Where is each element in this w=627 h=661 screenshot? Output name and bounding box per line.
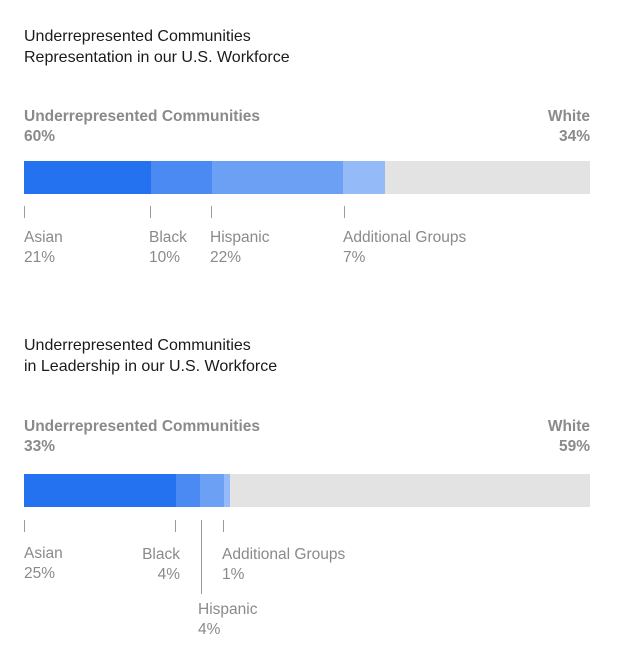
label-asian-name: Asian	[24, 229, 63, 246]
stacked-bar	[24, 474, 590, 507]
tick-black	[175, 520, 176, 532]
chart-leadership: Underrepresented Communities in Leadersh…	[0, 0, 627, 638]
tick-black	[150, 206, 151, 218]
label-hispanic-name: Hispanic	[198, 601, 258, 618]
white-value: 34%	[558, 128, 590, 145]
label-asian-value: 25%	[24, 565, 56, 582]
urc-total-value: 33%	[24, 438, 56, 455]
label-hispanic-value: 4%	[198, 621, 221, 638]
tick-additional-groups	[344, 206, 345, 218]
label-asian-name: Asian	[24, 545, 63, 562]
tick-asian	[24, 206, 25, 218]
chart-title-line-2: in Leadership in our U.S. Workforce	[24, 358, 278, 375]
label-black-value: 10%	[149, 249, 181, 266]
bar-segment-black	[151, 161, 212, 194]
chart-workforce: Underrepresented Communities Representat…	[0, 0, 627, 330]
tick-hispanic	[201, 520, 202, 594]
label-black-name: Black	[142, 546, 180, 563]
urc-total-label: Underrepresented Communities	[24, 108, 260, 125]
tick-asian	[24, 520, 25, 532]
bar-segment-hispanic	[200, 474, 224, 507]
label-black-name: Black	[149, 229, 187, 246]
bar-segment-additional-groups	[343, 161, 385, 194]
label-additional-groups-value: 7%	[343, 249, 366, 266]
stacked-bar	[24, 161, 590, 194]
bar-segment-asian	[24, 474, 176, 507]
tick-hispanic	[211, 206, 212, 218]
label-hispanic-name: Hispanic	[210, 229, 270, 246]
urc-total-value: 60%	[24, 128, 56, 145]
chart-title-line-1: Underrepresented Communities	[24, 28, 251, 45]
bar-segment-additional-groups	[224, 474, 230, 507]
tick-additional-groups	[223, 520, 224, 532]
chart-title: Underrepresented Communities in Leadersh…	[24, 335, 277, 377]
bar-segment-black	[176, 474, 200, 507]
label-asian-value: 21%	[24, 249, 56, 266]
chart-title-line-2: Representation in our U.S. Workforce	[24, 49, 290, 66]
bar-segment-hispanic	[212, 161, 343, 194]
bar-segment-asian	[24, 161, 151, 194]
chart-title: Underrepresented Communities Representat…	[24, 26, 290, 68]
chart-title-line-1: Underrepresented Communities	[24, 337, 251, 354]
label-hispanic-value: 22%	[210, 249, 242, 266]
white-value: 59%	[558, 438, 590, 455]
urc-total-label: Underrepresented Communities	[24, 418, 260, 435]
label-black-value: 4%	[157, 566, 180, 583]
white-label: White	[547, 418, 590, 435]
label-additional-groups-value: 1%	[222, 566, 245, 583]
white-label: White	[547, 108, 590, 125]
label-additional-groups-name: Additional Groups	[222, 546, 346, 563]
label-additional-groups-name: Additional Groups	[343, 229, 467, 246]
